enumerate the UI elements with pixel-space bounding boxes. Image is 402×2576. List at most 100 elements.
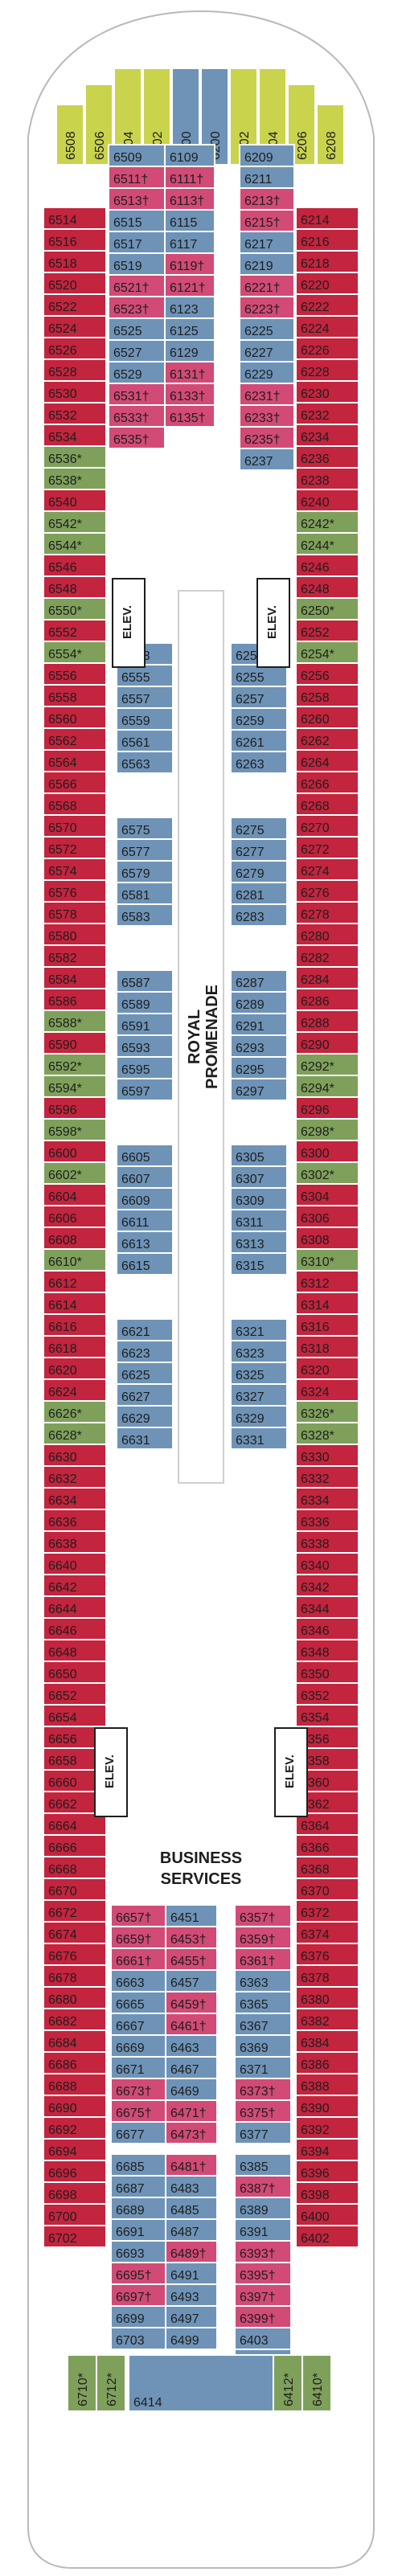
cabin-number: 6115: [170, 216, 198, 230]
cabin-number: 6113†: [170, 195, 204, 208]
cabin-number: 6233†: [244, 412, 281, 425]
cabin-number: 6688: [48, 2080, 77, 2094]
cabin-number: 6268: [301, 800, 330, 813]
cabin-number: 6485: [170, 2204, 199, 2218]
cabin-number: 6354: [301, 1711, 330, 1725]
cabin-number: 6670: [48, 1885, 77, 1898]
cabin-number: 6595: [121, 1063, 150, 1077]
cabin-number: 6589: [121, 998, 150, 1012]
cabin-number: 6412*: [282, 2373, 296, 2406]
cabin-number: 6330: [301, 1451, 330, 1464]
cabin-number: 6380: [301, 1993, 330, 2007]
cabin-number: 6493: [170, 2291, 199, 2304]
cabin-number: 6226: [301, 344, 330, 358]
cabin-number: 6457: [170, 1976, 199, 1990]
cabin-number: 6555: [121, 671, 150, 685]
cabin-number: 6570: [48, 821, 77, 835]
cabin-number: 6218: [301, 257, 330, 271]
cabin-number: 6562: [48, 735, 77, 748]
cabin-number: 6590: [48, 1038, 77, 1052]
cabin-number: 6667: [116, 2020, 145, 2033]
cabin-number: 6280: [301, 930, 330, 944]
cabin-number: 6632: [48, 1472, 77, 1486]
cabin-number: 6455†: [170, 1955, 207, 1968]
cabin-number: 6398: [301, 2189, 330, 2202]
cabin-number: 6336: [301, 1516, 330, 1530]
cabin-number: 6295: [236, 1063, 265, 1077]
cabin-number: 6530: [48, 387, 77, 401]
cabin-number: 6257: [236, 693, 265, 706]
cabin-number: 6550*: [48, 604, 82, 618]
cabin-number: 6529: [113, 368, 142, 382]
cabin-number: 6473†: [170, 2128, 207, 2142]
cabin-number: 6685: [116, 2160, 145, 2174]
cabin-number: 6528: [48, 366, 77, 379]
cabin-number: 6554*: [48, 648, 82, 661]
cabin-number: 6518: [48, 257, 77, 271]
cabin-number: 6656: [48, 1733, 77, 1747]
cabin-number: 6329: [236, 1412, 265, 1426]
cabin-number: 6331: [236, 1434, 265, 1448]
cabin-number: 6393†: [240, 2247, 276, 2261]
cabin-number: 6594*: [48, 1082, 82, 1096]
cabin-number: 6540: [48, 496, 77, 510]
cabin-number: 6572: [48, 843, 77, 857]
cabin-number: 6359†: [240, 1933, 276, 1947]
cabin-number: 6372: [301, 1906, 330, 1920]
cabin-number: 6566: [48, 778, 77, 792]
cabin-number: 6392: [301, 2123, 330, 2137]
cabin-number: 6696: [48, 2167, 77, 2181]
cabin-number: 6327: [236, 1390, 265, 1404]
cabin-number: 6623: [121, 1347, 150, 1361]
cabin-number: 6219: [244, 260, 273, 273]
cabin-number: 6697†: [116, 2291, 152, 2304]
cabin-number: 6652: [48, 1689, 77, 1703]
cabin-number: 6698: [48, 2189, 77, 2202]
cabin-number: 6712*: [105, 2373, 119, 2406]
cabin-number: 6209: [244, 151, 273, 165]
cabin-number: 6559: [121, 715, 150, 728]
cabin-number: 6217: [244, 238, 273, 252]
cabin-number: 6288: [301, 1017, 330, 1030]
cabin-number: 6602*: [48, 1169, 82, 1182]
cabin-number: 6509: [113, 151, 142, 165]
cabin-number: 6658: [48, 1755, 77, 1768]
cabin-number: 6690: [48, 2102, 77, 2115]
cabin-number: 6370: [301, 1885, 330, 1898]
cabin-number: 6612: [48, 1277, 77, 1291]
promenade-label: ROYAL: [186, 1010, 203, 1064]
cabin-number: 6313: [236, 1238, 265, 1251]
cabin-number: 6377: [240, 2128, 269, 2142]
cabin-number: 6320: [301, 1364, 330, 1378]
cabin-number: 6272: [301, 843, 330, 857]
cabin-number: 6298*: [301, 1125, 334, 1139]
cabin-number: 6558: [48, 691, 77, 705]
cabin-number: 6236: [301, 453, 330, 466]
cabin-number: 6469: [170, 2085, 199, 2099]
cabin-number: 6613: [121, 1238, 150, 1251]
cabin-number: 6395†: [240, 2269, 276, 2283]
cabin-number: 6560: [48, 713, 77, 727]
cabin-number: 6677: [116, 2128, 145, 2142]
cabin-number: 6544*: [48, 539, 82, 553]
cabin-number: 6338: [301, 1538, 330, 1551]
cabin-number: 6564: [48, 756, 77, 770]
cabin-number: 6525: [113, 325, 142, 338]
cabin-number: 6391: [240, 2226, 269, 2239]
cabin-number: 6223†: [244, 303, 281, 317]
cabin-number: 6534: [48, 431, 77, 444]
cabin-number: 6527: [113, 346, 142, 360]
cabin-number: 6583: [121, 911, 150, 924]
cabin-number: 6638: [48, 1538, 77, 1551]
cabin-number: 6546: [48, 561, 77, 575]
cabin-number: 6386: [301, 2058, 330, 2072]
cabin-number: 6538*: [48, 474, 82, 488]
cabin-number: 6522: [48, 301, 77, 314]
cabin-number: 6315: [236, 1259, 265, 1273]
cabin-number: 6366: [301, 1841, 330, 1855]
cabin-number: 6532: [48, 409, 77, 423]
cabin-number: 6234: [301, 431, 330, 444]
cabin-number: 6230: [301, 387, 330, 401]
cabin-number: 6463: [170, 2042, 199, 2055]
